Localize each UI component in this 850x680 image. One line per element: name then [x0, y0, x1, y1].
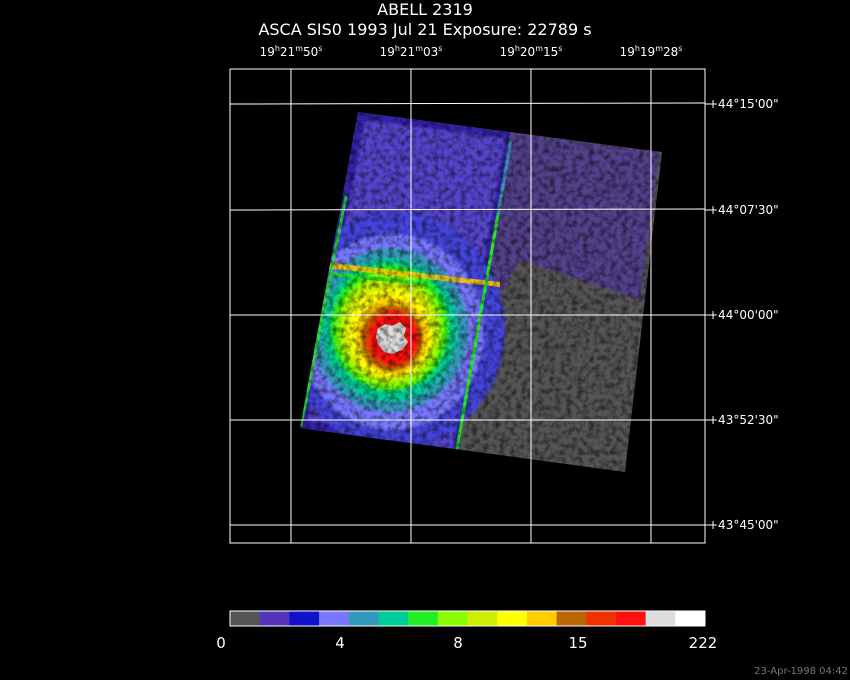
ra-label-3: 19h20m15s: [499, 44, 563, 59]
colorbar-segment: [230, 611, 261, 626]
colorbar-segment: [259, 611, 290, 626]
image-title: ABELL 2319: [377, 0, 473, 19]
colorbar-segment: [556, 611, 587, 626]
colorbar-segment: [645, 611, 676, 626]
image-subtitle: ASCA SIS0 1993 Jul 21 Exposure: 22789 s: [258, 20, 592, 39]
colorbar-segment: [378, 611, 409, 626]
colorbar-segment: [319, 611, 350, 626]
ra-gridlines: [290, 69, 652, 543]
colorbar-label-4: 4: [335, 634, 345, 652]
colorbar-label-15: 15: [568, 634, 588, 652]
dec-gridlines: [229, 102, 706, 526]
dec-label-5: +43°45'00": [708, 518, 779, 532]
ra-label-1: 19h21m50s: [259, 44, 323, 59]
timestamp: 23-Apr-1998 04:42: [754, 666, 848, 677]
ccd-image: [300, 112, 662, 472]
dec-label-3: +44°00'00": [708, 308, 779, 322]
dec-label-1: +44°15'00": [708, 97, 779, 111]
colorbar: [230, 611, 706, 626]
ra-label-4: 19h19m28s: [619, 44, 683, 59]
colorbar-segment: [437, 611, 468, 626]
colorbar-segment: [289, 611, 320, 626]
colorbar-segment: [467, 611, 498, 626]
colorbar-label-8: 8: [453, 634, 463, 652]
colorbar-segment: [615, 611, 647, 626]
image-frame: [229, 68, 706, 544]
dec-label-4: +43°52'30": [708, 413, 779, 427]
colorbar-segment: [675, 611, 706, 626]
colorbar-frame: [229, 610, 706, 627]
colorbar-label-0: 0: [216, 634, 226, 652]
colorbar-segment: [586, 611, 617, 626]
dec-label-2: +44°07'30": [708, 203, 779, 217]
colorbar-segment: [408, 611, 439, 626]
colorbar-segment: [526, 611, 558, 626]
colorbar-segment: [497, 611, 528, 626]
ra-label-2: 19h21m03s: [379, 44, 443, 59]
colorbar-label-222: 222: [688, 634, 718, 652]
colorbar-segment: [348, 611, 379, 626]
